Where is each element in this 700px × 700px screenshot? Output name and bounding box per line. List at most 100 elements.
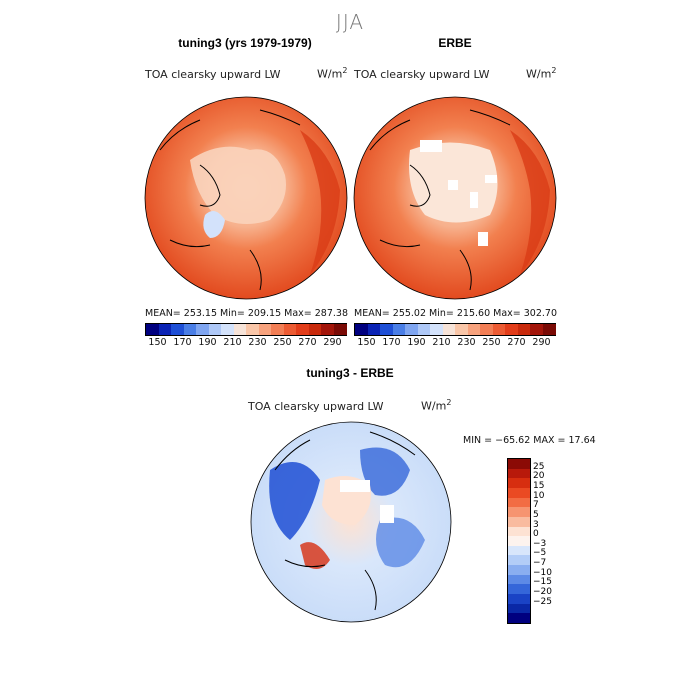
colorbar-tick-label: 270: [507, 337, 526, 348]
colorbar-swatch: [392, 324, 406, 335]
colorbar-swatch: [467, 324, 481, 335]
colorbar-tick-label: 3: [533, 519, 539, 530]
panel1-title: tuning3 (yrs 1979-1979): [178, 36, 312, 50]
colorbar-swatch: [508, 574, 530, 585]
colorbar-tick-label: 5: [533, 509, 539, 520]
colorbar-swatch: [508, 507, 530, 518]
panel1-variable: TOA clearsky upward LW: [145, 68, 281, 81]
colorbar-swatch: [258, 324, 272, 335]
colorbar-swatch: [530, 324, 543, 335]
colorbar-swatch: [508, 555, 530, 566]
colorbar-swatch: [508, 613, 530, 624]
colorbar-tick-label: 210: [432, 337, 451, 348]
colorbar-tick-label: 290: [532, 337, 551, 348]
colorbar-swatch: [508, 526, 530, 537]
panel2-variable: TOA clearsky upward LW: [354, 68, 490, 81]
colorbar-tick-label: 170: [382, 337, 401, 348]
colorbar-tick-label: 170: [173, 337, 192, 348]
panel3-units: W/m2: [421, 398, 452, 413]
colorbar-swatch: [246, 324, 259, 335]
colorbar-tick-label: 230: [457, 337, 476, 348]
colorbar-tick-label: 150: [357, 337, 376, 348]
colorbar-swatch: [508, 497, 530, 508]
colorbar-swatch: [508, 565, 530, 576]
colorbar-tick-label: 190: [198, 337, 217, 348]
colorbar-tick-label: 7: [533, 500, 539, 511]
colorbar-tick-label: −3: [533, 538, 547, 549]
colorbar-swatch: [196, 324, 209, 335]
colorbar-swatch: [208, 324, 222, 335]
panel1-colorbar: [145, 323, 347, 336]
panel2-stats: MEAN= 255.02 Min= 215.60 Max= 302.70: [354, 308, 558, 319]
panel1-colorbar-labels: 150 170 190 210 230 250 270 290: [145, 337, 345, 351]
panel3-variable: TOA clearsky upward LW: [248, 400, 384, 413]
panel3-stats: MIN = −65.62 MAX = 17.64: [463, 435, 596, 446]
season-title: JJA: [335, 10, 365, 34]
panel2-colorbar-labels: 150 170 190 210 230 250 270 290: [354, 337, 554, 351]
colorbar-swatch: [308, 324, 322, 335]
colorbar-tick-label: −7: [533, 558, 547, 569]
colorbar-swatch: [417, 324, 431, 335]
colorbar-swatch: [508, 536, 530, 547]
colorbar-swatch: [508, 603, 530, 614]
colorbar-swatch: [321, 324, 334, 335]
colorbar-swatch: [171, 324, 184, 335]
colorbar-swatch: [367, 324, 381, 335]
colorbar-tick-label: 250: [482, 337, 501, 348]
colorbar-swatch: [296, 324, 309, 335]
colorbar-tick-label: −15: [533, 577, 552, 588]
colorbar-swatch: [508, 478, 530, 489]
panel1-stats: MEAN= 253.15 Min= 209.15 Max= 287.38: [145, 308, 349, 319]
panel2-title: ERBE: [438, 36, 472, 50]
colorbar-swatch: [430, 324, 443, 335]
panel2-colorbar: [354, 323, 556, 336]
panel1-map: [144, 96, 348, 300]
colorbar-swatch: [146, 324, 159, 335]
colorbar-swatch: [455, 324, 468, 335]
colorbar-tick-label: 190: [407, 337, 426, 348]
colorbar-tick-label: 230: [248, 337, 267, 348]
colorbar-swatch: [333, 324, 347, 335]
colorbar-swatch: [542, 324, 556, 335]
colorbar-swatch: [505, 324, 518, 335]
colorbar-swatch: [271, 324, 284, 335]
colorbar-tick-label: −25: [533, 596, 552, 607]
panel1-units: W/m2: [317, 66, 348, 81]
colorbar-swatch: [283, 324, 297, 335]
colorbar-swatch: [508, 545, 530, 556]
colorbar-swatch: [508, 516, 530, 528]
colorbar-swatch: [233, 324, 247, 335]
colorbar-tick-label: 25: [533, 461, 545, 472]
colorbar-swatch: [508, 487, 530, 499]
panel2-units: W/m2: [526, 66, 557, 81]
colorbar-swatch: [508, 468, 530, 479]
colorbar-swatch: [355, 324, 368, 335]
colorbar-swatch: [508, 459, 530, 470]
colorbar-tick-label: 20: [533, 471, 545, 482]
panel3-map: [250, 421, 452, 623]
colorbar-tick-label: 270: [298, 337, 317, 348]
colorbar-tick-label: 210: [223, 337, 242, 348]
colorbar-swatch: [405, 324, 418, 335]
colorbar-swatch: [183, 324, 197, 335]
colorbar-tick-label: 15: [533, 480, 545, 491]
colorbar-swatch: [158, 324, 172, 335]
colorbar-tick-label: 0: [533, 529, 539, 540]
colorbar-swatch: [508, 594, 530, 605]
colorbar-tick-label: −10: [533, 567, 552, 578]
panel3-colorbar-labels: 25 20 15 10 7 5 3 0 −3 −5 −7 −10 −15 −20 −25: [533, 458, 573, 622]
panel2-map: [353, 96, 557, 300]
colorbar-swatch: [508, 584, 530, 595]
panel3-title: tuning3 - ERBE: [306, 366, 394, 380]
colorbar-swatch: [380, 324, 393, 335]
colorbar-swatch: [492, 324, 506, 335]
colorbar-swatch: [221, 324, 234, 335]
colorbar-tick-label: −5: [533, 548, 547, 559]
panel3-colorbar: [507, 458, 531, 624]
colorbar-swatch: [442, 324, 456, 335]
colorbar-tick-label: 290: [323, 337, 342, 348]
colorbar-swatch: [517, 324, 531, 335]
colorbar-tick-label: 10: [533, 490, 545, 501]
colorbar-swatch: [480, 324, 493, 335]
